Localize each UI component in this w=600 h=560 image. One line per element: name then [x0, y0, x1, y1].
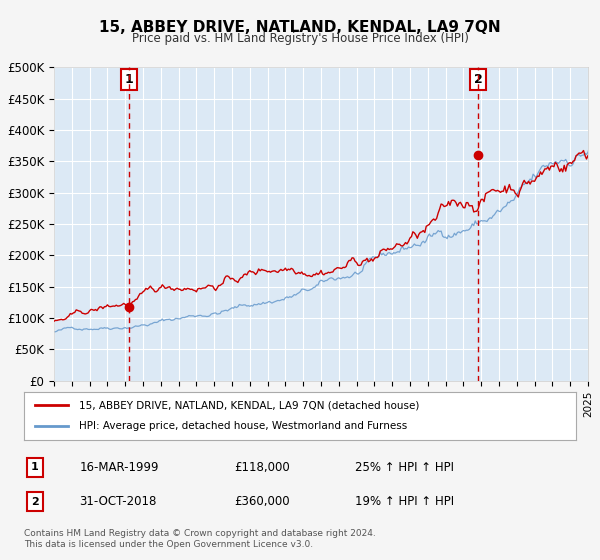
Text: 31-OCT-2018: 31-OCT-2018: [79, 495, 157, 508]
Text: Price paid vs. HM Land Registry's House Price Index (HPI): Price paid vs. HM Land Registry's House …: [131, 32, 469, 45]
Text: 15, ABBEY DRIVE, NATLAND, KENDAL, LA9 7QN: 15, ABBEY DRIVE, NATLAND, KENDAL, LA9 7Q…: [99, 20, 501, 35]
Text: 19% ↑ HPI ↑ HPI: 19% ↑ HPI ↑ HPI: [355, 495, 454, 508]
Text: £360,000: £360,000: [234, 495, 289, 508]
Text: Contains HM Land Registry data © Crown copyright and database right 2024.
This d: Contains HM Land Registry data © Crown c…: [24, 529, 376, 549]
Text: 2: 2: [31, 497, 39, 507]
Text: 25% ↑ HPI ↑ HPI: 25% ↑ HPI ↑ HPI: [355, 461, 454, 474]
Text: 16-MAR-1999: 16-MAR-1999: [79, 461, 158, 474]
Text: 1: 1: [31, 462, 39, 472]
Text: 2: 2: [474, 73, 482, 86]
Text: HPI: Average price, detached house, Westmorland and Furness: HPI: Average price, detached house, West…: [79, 421, 407, 431]
Text: £118,000: £118,000: [234, 461, 290, 474]
Text: 15, ABBEY DRIVE, NATLAND, KENDAL, LA9 7QN (detached house): 15, ABBEY DRIVE, NATLAND, KENDAL, LA9 7Q…: [79, 400, 419, 410]
Text: 1: 1: [124, 73, 133, 86]
